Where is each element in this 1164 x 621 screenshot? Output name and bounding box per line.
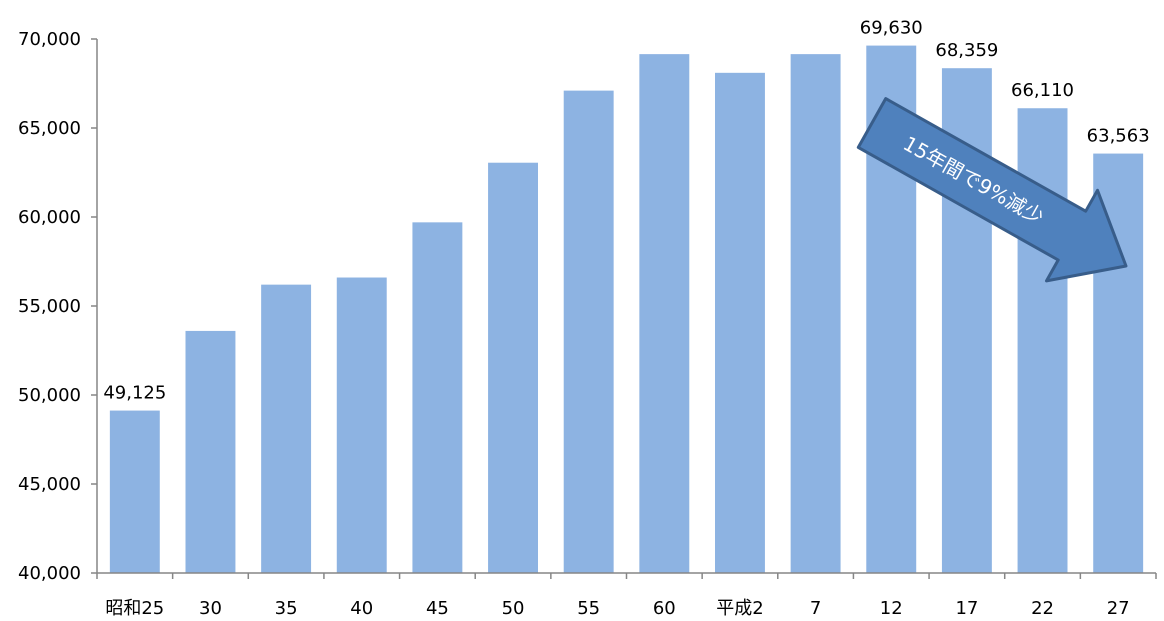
data-label: 49,125: [103, 383, 166, 404]
data-label: 66,110: [1011, 80, 1074, 101]
x-tick-label: 60: [653, 598, 676, 619]
bar: [715, 72, 765, 573]
bar: [336, 277, 387, 573]
bar: [412, 222, 463, 573]
x-tick-label: 17: [955, 598, 978, 619]
x-tick-label: 45: [426, 598, 449, 619]
x-tick-label: 平成2: [716, 598, 763, 619]
x-tick-label: 22: [1031, 598, 1054, 619]
x-tick-label: 50: [502, 598, 525, 619]
bar: [790, 54, 841, 573]
x-tick-label: 27: [1107, 598, 1130, 619]
y-axis-ticks: [91, 38, 1157, 579]
y-tick-label: 40,000: [18, 563, 81, 584]
arrow-icon: [856, 97, 1128, 283]
x-tick-label: 35: [275, 598, 298, 619]
bar: [488, 162, 538, 573]
data-label: 69,630: [860, 18, 923, 39]
x-tick-label: 55: [577, 598, 600, 619]
data-label: 68,359: [935, 40, 998, 61]
y-tick-label: 70,000: [18, 29, 81, 50]
y-tick-label: 55,000: [18, 296, 81, 317]
bars: [109, 45, 1144, 574]
bar: [639, 54, 690, 573]
x-tick-label: 40: [350, 598, 373, 619]
y-tick-label: 50,000: [18, 385, 81, 406]
y-tick-label: 45,000: [18, 474, 81, 495]
x-tick-label: 12: [880, 598, 903, 619]
x-tick-label: 30: [199, 598, 222, 619]
bar: [563, 90, 614, 574]
bar: [185, 330, 236, 573]
x-tick-label: 昭和25: [105, 598, 164, 619]
y-tick-label: 60,000: [18, 207, 81, 228]
y-tick-label: 65,000: [18, 118, 81, 139]
x-tick-label: 7: [810, 598, 821, 619]
bar: [261, 284, 312, 573]
labels: 40,000 45,000 50,000 55,000 60,000 65,000 70,0…: [18, 18, 1150, 619]
bar: [109, 410, 160, 573]
data-label: 63,563: [1087, 126, 1150, 147]
